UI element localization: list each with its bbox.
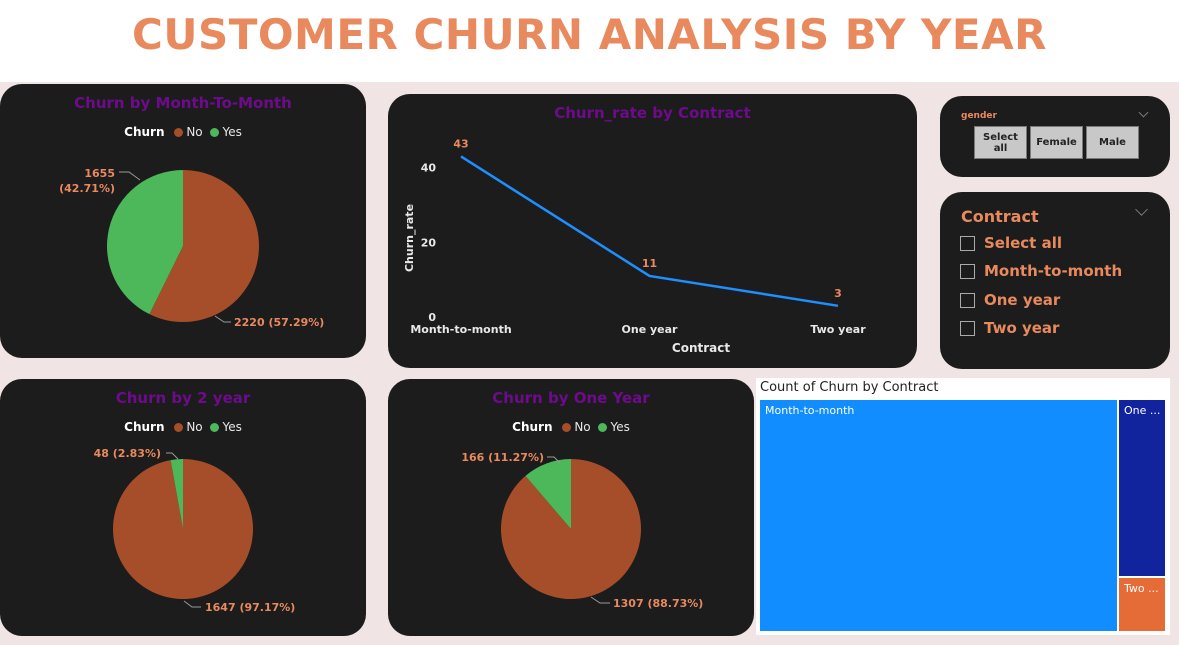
checkbox[interactable] bbox=[960, 292, 975, 308]
pie-month-slices bbox=[107, 170, 260, 322]
line-chart-ylabel: Churn_rate bbox=[403, 204, 416, 272]
x-tick-label: Month-to-month bbox=[410, 323, 511, 336]
line-card-churn-rate[interactable]: Churn_rate by Contract 0 20 40 Month-to-mon… bbox=[388, 94, 917, 368]
pie-two-svg: 48 (2.83%) 1647 (97.17%) bbox=[94, 447, 296, 614]
data-label: 3 bbox=[834, 287, 842, 300]
data-label: 43 bbox=[453, 137, 468, 150]
contract-option-month-to-month[interactable]: Month-to-month bbox=[960, 260, 1122, 282]
option-label: Select all bbox=[984, 234, 1062, 252]
pie-month-leader-yes bbox=[119, 171, 141, 181]
gender-select-all-button[interactable]: Select all bbox=[974, 126, 1027, 159]
x-tick-label: One year bbox=[622, 323, 679, 336]
checkbox[interactable] bbox=[960, 320, 975, 336]
pie-two-title: Churn by 2 year bbox=[115, 389, 251, 407]
pie-one-title: Churn by One Year bbox=[492, 389, 650, 407]
y-tick-label: 0 bbox=[428, 311, 436, 324]
pie-slice-yes[interactable] bbox=[525, 459, 571, 529]
legend-title: Churn bbox=[124, 125, 165, 139]
contract-option-one-year[interactable]: One year bbox=[960, 289, 1060, 311]
gender-slicer: gender Select all Female Male bbox=[940, 96, 1170, 177]
legend-title: Churn bbox=[512, 420, 553, 434]
treemap-title: Count of Churn by Contract bbox=[760, 380, 939, 395]
option-label: One year bbox=[984, 291, 1061, 309]
line-chart-plot: 0 20 40 Month-to-month One year Two year 43 11 3 bbox=[410, 137, 866, 336]
gender-female-button[interactable]: Female bbox=[1030, 126, 1083, 159]
pie-slice-yes[interactable] bbox=[107, 170, 183, 315]
pie-two-legend: Churn No Yes bbox=[0, 420, 366, 434]
contract-slicer: Contract Select all Month-to-month One y… bbox=[940, 192, 1170, 369]
legend-yes-marker bbox=[210, 423, 220, 432]
treemap-tile-month-to-month[interactable]: Month-to-month bbox=[760, 400, 1117, 631]
legend-yes-marker bbox=[598, 423, 608, 432]
chevron-down-icon[interactable] bbox=[1138, 107, 1149, 118]
option-label: Two year bbox=[984, 319, 1060, 337]
treemap-count-of-churn[interactable]: Count of Churn by Contract Month-to-mont… bbox=[756, 378, 1170, 635]
legend-yes-label: Yes bbox=[610, 420, 630, 434]
pie-card-two-year[interactable]: Churn by 2 year Churn No Yes 48 (2.83%) … bbox=[0, 379, 366, 636]
legend-title: Churn bbox=[124, 420, 165, 434]
line-chart-title: Churn_rate by Contract bbox=[554, 104, 751, 122]
treemap-tile-two-year[interactable]: Two ... bbox=[1119, 578, 1165, 631]
pie-two-leader-yes bbox=[166, 452, 179, 460]
option-label: Month-to-month bbox=[984, 262, 1123, 280]
pie-slice-no[interactable] bbox=[149, 170, 260, 322]
dashboard-canvas: Churn by Month-To-Month Churn No Yes 165… bbox=[0, 82, 1179, 645]
contract-option-two-year[interactable]: Two year bbox=[960, 317, 1059, 339]
data-label: 11 bbox=[642, 257, 657, 270]
pie-month-leader-no bbox=[214, 315, 231, 323]
pie-one-leader-yes bbox=[547, 456, 561, 464]
pie-one-slices bbox=[501, 459, 641, 599]
contract-slicer-title: Contract bbox=[961, 207, 1039, 226]
pie-one-label-yes: 166 (11.27%) bbox=[461, 451, 544, 464]
pie-two-label-no: 1647 (97.17%) bbox=[205, 601, 295, 614]
header: CUSTOMER CHURN ANALYSIS BY YEAR bbox=[0, 0, 1179, 82]
treemap-tile-one-year[interactable]: One ... bbox=[1119, 400, 1165, 576]
checkbox[interactable] bbox=[960, 263, 975, 279]
legend-no-marker bbox=[562, 423, 572, 432]
legend-no-marker bbox=[174, 128, 184, 137]
pie-month-label-no: 2220 (57.29%) bbox=[234, 316, 324, 329]
pie-month-title: Churn by Month-To-Month bbox=[74, 94, 292, 112]
checkbox[interactable] bbox=[960, 235, 975, 251]
pie-card-month-to-month[interactable]: Churn by Month-To-Month Churn No Yes 165… bbox=[0, 84, 366, 358]
pie-month-label-yes-pct: (42.71%) bbox=[59, 182, 115, 195]
pie-one-label-no: 1307 (88.73%) bbox=[613, 597, 703, 610]
pie-two-leader-no bbox=[183, 600, 201, 608]
contract-option-select-all[interactable]: Select all bbox=[960, 232, 1062, 254]
pie-slice-no[interactable] bbox=[112, 459, 253, 599]
pie-two-slices bbox=[112, 459, 253, 599]
y-tick-label: 40 bbox=[421, 162, 437, 175]
legend-no-label: No bbox=[186, 125, 203, 139]
chevron-down-icon[interactable] bbox=[1135, 203, 1148, 216]
line-series-churn-rate[interactable] bbox=[460, 155, 839, 308]
gender-male-button[interactable]: Male bbox=[1086, 126, 1139, 159]
pie-two-label-yes: 48 (2.83%) bbox=[94, 447, 161, 460]
pie-month-label-yes: 1655 bbox=[84, 167, 115, 180]
pie-one-legend: Churn No Yes bbox=[388, 420, 754, 434]
legend-no-marker bbox=[174, 423, 184, 432]
pie-month-legend: Churn No Yes bbox=[0, 125, 366, 139]
pie-month-svg: 1655 (42.71%) 2220 (57.29%) bbox=[59, 167, 324, 329]
legend-no-label: No bbox=[574, 420, 591, 434]
legend-yes-label: Yes bbox=[222, 125, 242, 139]
pie-slice-yes[interactable] bbox=[170, 459, 183, 529]
pie-card-one-year[interactable]: Churn by One Year Churn No Yes 166 (11.2… bbox=[388, 379, 754, 636]
legend-no-label: No bbox=[186, 420, 203, 434]
page-title: CUSTOMER CHURN ANALYSIS BY YEAR bbox=[132, 10, 1047, 59]
y-tick-label: 20 bbox=[421, 236, 437, 249]
legend-yes-marker bbox=[210, 128, 220, 137]
line-chart-svg: 0 20 40 Month-to-month One year Two year 43 11 3… bbox=[403, 137, 866, 355]
pie-one-svg: 166 (11.27%) 1307 (88.73%) bbox=[461, 451, 703, 610]
x-tick-label: Two year bbox=[810, 323, 866, 336]
line-chart-xlabel: Contract bbox=[672, 341, 730, 355]
pie-one-leader-no bbox=[590, 596, 610, 604]
legend-yes-label: Yes bbox=[222, 420, 242, 434]
gender-slicer-title: gender bbox=[961, 111, 997, 121]
